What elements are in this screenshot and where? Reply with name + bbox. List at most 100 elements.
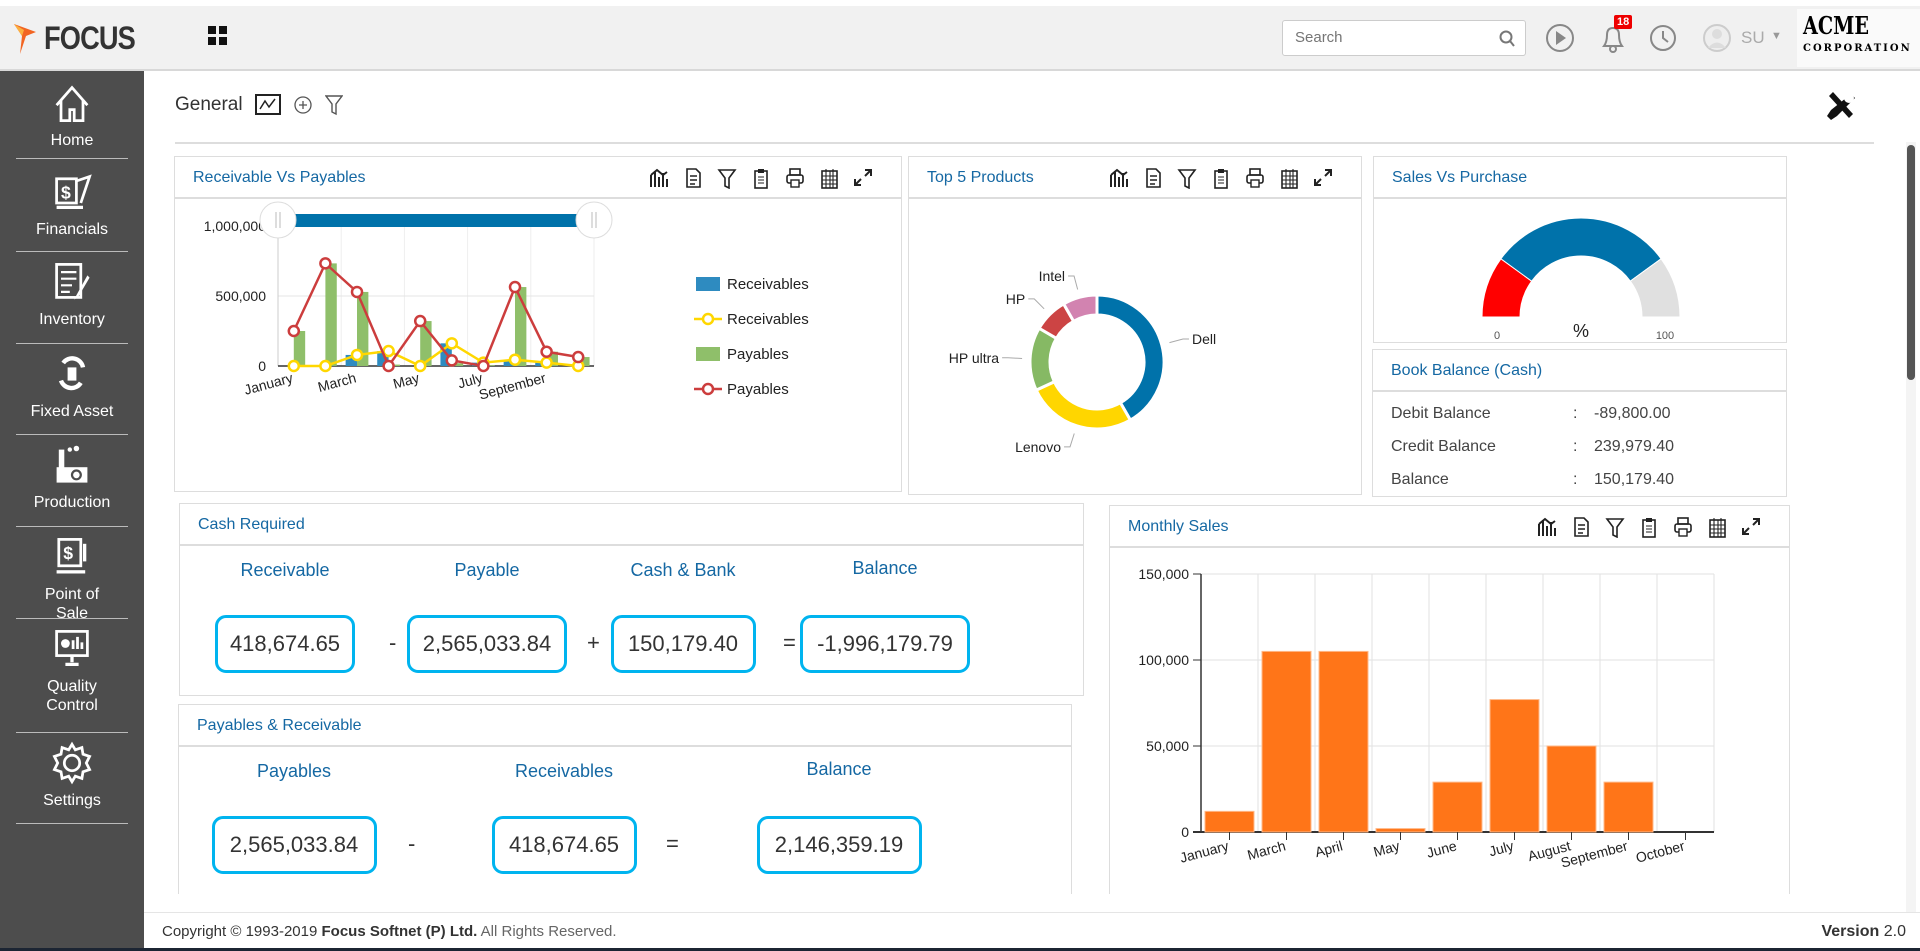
donut-slice-dell[interactable]: [1095, 293, 1166, 423]
legend-label[interactable]: Payables: [727, 346, 789, 363]
print-icon[interactable]: [1673, 516, 1693, 538]
point-payables[interactable]: [445, 354, 459, 367]
calendar-icon[interactable]: [1707, 516, 1727, 538]
point-payables[interactable]: [319, 257, 332, 270]
bar-march[interactable]: [1261, 650, 1312, 833]
calendar-icon[interactable]: [819, 167, 839, 189]
scrollbar[interactable]: [1906, 142, 1916, 914]
bar-january[interactable]: [1204, 810, 1255, 833]
bar-payables[interactable]: [546, 351, 558, 366]
bar-payables[interactable]: [451, 363, 464, 366]
range-slider-handle[interactable]: [575, 201, 613, 239]
filter-icon[interactable]: [717, 167, 737, 190]
bar-april[interactable]: [1318, 650, 1369, 833]
widget-title: Top 5 Products: [927, 169, 1034, 186]
document-icon[interactable]: [683, 167, 703, 189]
x-tick-label: May: [391, 369, 421, 391]
point-receivables[interactable]: [287, 359, 301, 373]
point-receivables[interactable]: [350, 348, 364, 362]
tools-icon[interactable]: [1825, 90, 1857, 122]
chart-view-icon[interactable]: [254, 94, 281, 116]
point-receivables[interactable]: [319, 359, 332, 373]
clipboard-icon[interactable]: [751, 167, 771, 189]
bar-receivables[interactable]: [503, 359, 515, 366]
logo-text: FOCUS: [44, 20, 136, 56]
notification-badge[interactable]: 18: [1614, 15, 1633, 29]
chart-type-icon[interactable]: [649, 167, 669, 189]
legend-label[interactable]: Receivables: [727, 276, 809, 293]
point-receivables[interactable]: [540, 356, 553, 369]
apps-grid-icon[interactable]: [208, 26, 228, 51]
scrollbar-thumb[interactable]: [1907, 145, 1915, 380]
legend-label[interactable]: Payables: [727, 381, 789, 398]
donut-slice-intel[interactable]: [1061, 293, 1099, 324]
focus-logo[interactable]: FOCUS: [12, 20, 151, 57]
bar-payables[interactable]: [420, 321, 432, 366]
chart-type-icon[interactable]: [1537, 516, 1557, 538]
bar-payables[interactable]: [293, 331, 306, 366]
handle-grip-icon: [275, 212, 281, 228]
avatar[interactable]: [1702, 23, 1732, 53]
sidebar-item-financials[interactable]: $ Financials: [0, 162, 144, 252]
history-icon[interactable]: [1648, 23, 1678, 53]
print-icon[interactable]: [785, 167, 805, 189]
legend-label[interactable]: Receivables: [727, 311, 809, 328]
print-icon[interactable]: [1245, 167, 1265, 189]
sidebar-item-inventory[interactable]: Inventory: [0, 252, 144, 344]
point-payables[interactable]: [350, 285, 364, 299]
point-payables[interactable]: [508, 280, 522, 294]
caret-down-icon[interactable]: ▼: [1771, 30, 1782, 42]
sidebar-item-fixed-asset[interactable]: Fixed Asset: [0, 344, 144, 435]
filter-icon[interactable]: [324, 94, 343, 116]
book-balance-label: Debit Balance: [1391, 405, 1491, 422]
sidebar-item-production[interactable]: Production: [0, 435, 144, 527]
document-icon[interactable]: [1143, 167, 1163, 189]
play-icon[interactable]: [1545, 23, 1575, 53]
document-icon[interactable]: [1571, 516, 1591, 538]
bar-payables[interactable]: [515, 287, 527, 366]
user-name[interactable]: SU: [1741, 28, 1765, 47]
bar-receivables[interactable]: [377, 351, 389, 366]
bell-icon[interactable]: [1598, 22, 1628, 54]
clipboard-icon[interactable]: [1211, 167, 1231, 189]
bar-payables[interactable]: [357, 291, 369, 366]
bar-june[interactable]: [1432, 781, 1483, 833]
sidebar-item-quality-control[interactable]: Quality Control: [0, 619, 144, 733]
add-circle-icon[interactable]: [293, 95, 313, 115]
expand-icon[interactable]: [1741, 516, 1761, 538]
point-payables[interactable]: [571, 350, 585, 364]
bar-august[interactable]: [1546, 745, 1597, 833]
bar-september[interactable]: [1603, 781, 1654, 833]
calendar-icon[interactable]: [1279, 167, 1299, 189]
focus-logo-icon: [14, 23, 36, 54]
point-receivables[interactable]: [445, 337, 459, 350]
range-slider-handle[interactable]: [259, 201, 297, 239]
point-payables[interactable]: [413, 314, 427, 328]
point-receivables[interactable]: [508, 353, 522, 366]
filter-icon[interactable]: [1177, 167, 1197, 190]
bar-july[interactable]: [1489, 699, 1540, 833]
range-slider-bar[interactable]: [278, 214, 594, 227]
bar-payables[interactable]: [325, 263, 337, 366]
bar-receivables[interactable]: [345, 354, 357, 366]
sidebar-item-point-of-sale[interactable]: $ Point of Sale: [0, 527, 144, 622]
chart-type-icon[interactable]: [1109, 167, 1129, 189]
filter-icon[interactable]: [1605, 516, 1625, 539]
bar-payables[interactable]: [578, 357, 590, 366]
search-icon[interactable]: [1499, 30, 1515, 48]
expand-icon[interactable]: [853, 167, 873, 189]
point-payables[interactable]: [382, 359, 395, 373]
donut-slice-lenovo[interactable]: [1034, 379, 1133, 431]
sidebar-item-home[interactable]: Home: [0, 73, 144, 159]
search-box[interactable]: [1282, 20, 1526, 56]
point-payables[interactable]: [287, 324, 301, 338]
bar-may[interactable]: [1375, 828, 1426, 833]
clipboard-icon[interactable]: [1639, 516, 1659, 538]
point-receivables[interactable]: [413, 359, 427, 373]
sidebar-item-settings[interactable]: Settings: [0, 733, 144, 824]
point-payables[interactable]: [477, 359, 490, 373]
point-payables[interactable]: [540, 345, 553, 358]
search-input[interactable]: [1295, 21, 1495, 53]
point-receivables[interactable]: [382, 344, 395, 358]
expand-icon[interactable]: [1313, 167, 1333, 189]
